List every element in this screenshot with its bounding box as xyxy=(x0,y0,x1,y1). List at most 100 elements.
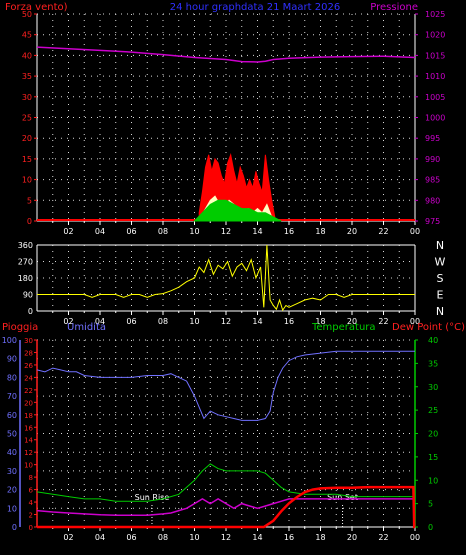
x-tick-label: 20 xyxy=(347,533,357,542)
series-line-temperatura xyxy=(36,463,415,502)
x-tick-label: 16 xyxy=(284,317,294,326)
x-tick-label: 12 xyxy=(221,317,231,326)
x-tick-label: 10 xyxy=(189,227,199,236)
rain-tick-label: 20 xyxy=(24,399,33,407)
x-tick-label: 08 xyxy=(158,317,168,326)
left-tick-label: 10 xyxy=(22,176,32,185)
x-tick-label: 12 xyxy=(221,533,231,542)
left-tick-label: 40 xyxy=(22,51,32,60)
climate-series: Sun Rise Sun Set xyxy=(36,350,416,529)
rain-tick-label: 12 xyxy=(24,449,33,457)
rain-tick-label: 18 xyxy=(24,412,33,420)
temperature-tick-label: 20 xyxy=(428,430,438,439)
series-line-umidita xyxy=(36,350,415,421)
left-tick-label: 20 xyxy=(22,134,32,143)
left-tick-label: 15 xyxy=(22,155,32,164)
temperature-tick-label: 15 xyxy=(428,453,438,462)
right-tick-label: 980 xyxy=(425,196,440,205)
humidity-tick-label: 100 xyxy=(2,336,17,345)
right-tick-label: 995 xyxy=(425,134,440,143)
x-tick-label: 14 xyxy=(252,317,262,326)
x-tick-label: 22 xyxy=(378,227,388,236)
x-tick-label: 04 xyxy=(95,317,105,326)
left-tick-label: 5 xyxy=(27,196,32,205)
x-tick-label: 08 xyxy=(158,533,168,542)
x-tick-label: 08 xyxy=(158,227,168,236)
rain-tick-label: 0 xyxy=(29,524,33,532)
compass-label: N xyxy=(436,305,444,318)
temperature-tick-label: 10 xyxy=(428,476,438,485)
wind-pressure-axes: 02 04 06 08 10 12 14 16 18 20 22 000510152025303540… xyxy=(22,10,446,236)
y-tick-label: 90 xyxy=(23,291,33,300)
right-tick-label: 1000 xyxy=(425,114,445,123)
rain-tick-label: 8 xyxy=(29,474,33,482)
temperature-tick-label: 5 xyxy=(428,500,433,509)
x-tick-label: 16 xyxy=(284,227,294,236)
rain-tick-label: 10 xyxy=(24,462,33,470)
humidity-tick-label: 50 xyxy=(7,430,17,439)
rain-tick-label: 14 xyxy=(24,437,33,445)
x-tick-label: 22 xyxy=(378,317,388,326)
temperature-tick-label: 25 xyxy=(428,406,438,415)
rain-tick-label: 22 xyxy=(24,387,33,395)
y-tick-label: 360 xyxy=(18,241,33,250)
temperature-tick-label: 40 xyxy=(428,336,438,345)
x-tick-label: 10 xyxy=(189,533,199,542)
right-tick-label: 1015 xyxy=(425,51,445,60)
humidity-tick-label: 20 xyxy=(7,486,17,495)
humidity-tick-label: 10 xyxy=(7,504,17,513)
series-line-dew-point xyxy=(36,498,415,517)
right-tick-label: 975 xyxy=(425,217,440,226)
x-tick-label: 04 xyxy=(95,227,105,236)
temperature-axis-label: Temperatura xyxy=(311,322,376,333)
compass-label: W xyxy=(435,256,446,269)
x-tick-label: 02 xyxy=(63,317,73,326)
humidity-tick-label: 30 xyxy=(7,467,17,476)
temperature-tick-label: 30 xyxy=(428,383,438,392)
x-tick-label: 06 xyxy=(126,533,136,542)
x-tick-label: 20 xyxy=(347,227,357,236)
left-tick-label: 30 xyxy=(22,93,32,102)
x-tick-label: 12 xyxy=(221,227,231,236)
y-tick-label: 270 xyxy=(18,258,33,267)
right-tick-label: 1025 xyxy=(425,10,445,19)
humidity-tick-label: 60 xyxy=(7,411,17,420)
x-tick-label: 06 xyxy=(126,317,136,326)
right-tick-label: 1020 xyxy=(425,31,445,40)
left-tick-label: 25 xyxy=(22,114,32,123)
x-tick-label: 16 xyxy=(284,533,294,542)
humidity-tick-label: 90 xyxy=(7,355,17,364)
x-tick-label: 18 xyxy=(315,533,325,542)
humidity-tick-label: 0 xyxy=(12,523,17,532)
x-tick-label: 06 xyxy=(126,227,136,236)
compass-label: S xyxy=(437,272,444,285)
x-tick-label: 02 xyxy=(63,533,73,542)
rain-tick-label: 30 xyxy=(24,337,33,345)
humidity-tick-label: 70 xyxy=(7,392,17,401)
dewpoint-axis-label: Dew Point (°C) xyxy=(392,322,465,333)
x-tick-label: 04 xyxy=(95,533,105,542)
compass-label: N xyxy=(436,239,444,252)
temperature-tick-label: 35 xyxy=(428,359,438,368)
x-tick-label: 14 xyxy=(252,533,262,542)
wind-direction-grid xyxy=(37,244,415,312)
x-tick-label: 14 xyxy=(252,227,262,236)
left-tick-label: 0 xyxy=(27,217,32,226)
series-line-direction xyxy=(37,244,415,312)
right-tick-label: 985 xyxy=(425,176,440,185)
pressure-axis-label: Pressione xyxy=(370,2,418,13)
x-tick-label: 18 xyxy=(315,227,325,236)
humidity-tick-label: 40 xyxy=(7,448,17,457)
x-tick-label: 22 xyxy=(378,533,388,542)
chart-title: 24 hour graphdata 21 Maart 2026 xyxy=(170,2,340,13)
rain-tick-label: 16 xyxy=(24,424,33,432)
wind-direction-axes: 02 04 06 08 10 12 14 16 18 20 22 00360270180900NWSE… xyxy=(18,239,446,326)
compass-label: E xyxy=(437,289,444,302)
left-tick-label: 45 xyxy=(22,31,32,40)
wind-direction-series xyxy=(37,244,415,312)
rain-tick-label: 4 xyxy=(29,499,34,507)
x-tick-label: 00 xyxy=(410,227,420,236)
wind-pressure-series xyxy=(36,46,416,222)
rain-tick-label: 2 xyxy=(29,512,33,520)
left-tick-label: 50 xyxy=(22,10,32,19)
